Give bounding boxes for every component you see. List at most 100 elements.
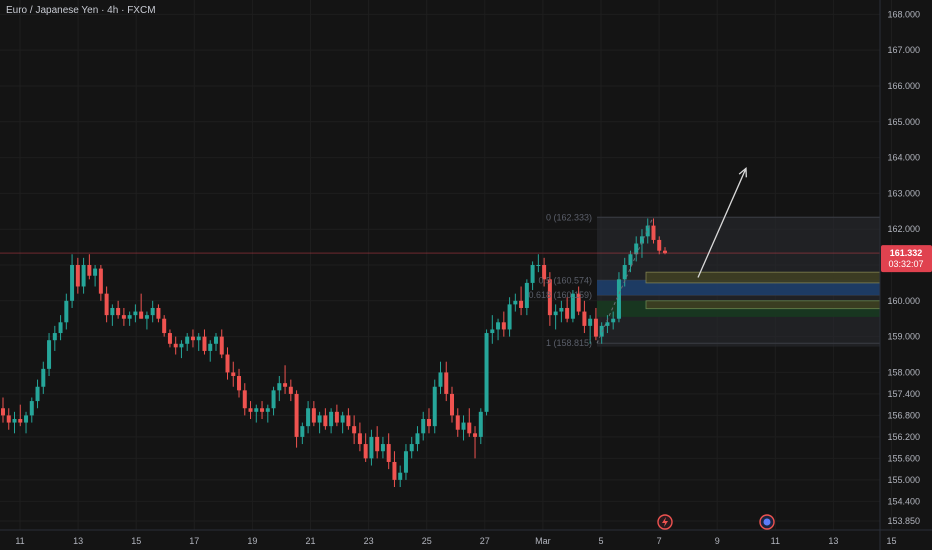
candle-body: [139, 311, 144, 319]
time-axis[interactable]: 111315171921232527Mar579111315171921: [0, 529, 932, 546]
candle-body: [403, 451, 408, 473]
candle-body: [29, 401, 34, 416]
time-tick-label: 7: [657, 536, 662, 546]
candle-body: [121, 315, 126, 319]
price-tick-label: 166.000: [887, 81, 920, 91]
candle-body: [1, 408, 5, 416]
time-tick-label: 11: [15, 536, 24, 546]
candle-body: [162, 318, 167, 334]
candle-body: [47, 340, 52, 369]
candle-body: [478, 411, 483, 437]
candle-body: [231, 372, 236, 377]
candle-body: [196, 336, 201, 341]
candle-body: [357, 433, 362, 445]
time-tick-label: Mar: [535, 536, 551, 546]
candle-body: [380, 444, 385, 452]
candle-body: [24, 415, 29, 423]
price-badge-bg: [881, 245, 932, 273]
candle-body: [484, 333, 489, 412]
candle-body: [18, 418, 23, 423]
candles: [1, 218, 667, 488]
time-tick-label: 19: [247, 536, 257, 546]
candle-body: [611, 318, 616, 323]
candle-body: [167, 333, 172, 344]
time-tick-label: 23: [364, 536, 374, 546]
economic-event-icon: [657, 514, 673, 530]
price-tick-label: 156.800: [887, 410, 920, 420]
candle-body: [444, 372, 449, 394]
order-block-lower: [645, 300, 881, 310]
candle-body: [81, 265, 86, 287]
time-tick-label: 11: [771, 536, 780, 546]
candle-body: [58, 322, 63, 334]
candle-body: [98, 268, 103, 294]
candle-body: [426, 418, 431, 427]
order-block-upper: [645, 271, 881, 284]
candle-body: [185, 336, 190, 344]
price-badge-countdown: 03:32:07: [888, 259, 923, 269]
price-tick-label: 157.400: [887, 389, 920, 399]
fib-trend-line: [596, 217, 654, 344]
candle-body: [317, 415, 322, 423]
candle-body: [634, 243, 639, 255]
candle-body: [392, 461, 397, 480]
candle-body: [283, 383, 288, 387]
candle-body: [513, 300, 518, 305]
candle-body: [542, 265, 547, 280]
time-tick-label: 13: [828, 536, 838, 546]
candle-body: [432, 386, 437, 427]
fib-level-label: 0 (162.333): [546, 212, 592, 222]
candle-body: [369, 436, 374, 459]
projection-arrow-head: [738, 166, 747, 178]
candle-body: [588, 318, 593, 326]
candle-body: [12, 418, 17, 423]
candle-body: [363, 444, 368, 459]
candle-body: [87, 265, 92, 276]
candle-body: [237, 376, 242, 391]
candle-body: [116, 307, 121, 316]
price-tick-label: 155.000: [887, 475, 920, 485]
candle-body: [616, 279, 621, 319]
candle-body: [547, 279, 552, 316]
candle-body: [501, 322, 506, 330]
candle-body: [593, 318, 598, 337]
candle-body: [277, 383, 282, 391]
candle-body: [179, 343, 184, 348]
fib-level-label: 1 (158.815): [546, 338, 592, 348]
candle-body: [144, 315, 149, 319]
dividend-event-icon: [759, 514, 775, 530]
time-tick-label: 17: [189, 536, 199, 546]
candle-body: [467, 422, 472, 434]
candle-body: [605, 322, 610, 326]
candle-body: [248, 408, 253, 412]
time-tick-label: 9: [715, 536, 720, 546]
candle-body: [35, 386, 40, 402]
candle-body: [599, 325, 604, 337]
time-tick-label: 5: [598, 536, 603, 546]
candle-body: [265, 408, 270, 412]
candle-body: [52, 333, 57, 341]
candle-body: [565, 307, 570, 319]
time-tick-label: 27: [480, 536, 490, 546]
price-tick-label: 165.000: [887, 117, 920, 127]
candle-body: [346, 415, 351, 427]
price-tick-label: 155.600: [887, 453, 920, 463]
price-tick-label: 164.000: [887, 153, 920, 163]
time-tick-label: 15: [886, 536, 896, 546]
candle-body: [208, 343, 213, 351]
candle-body: [133, 311, 138, 316]
candle-body: [64, 300, 69, 323]
price-tick-label: 162.000: [887, 224, 920, 234]
candle-body: [657, 239, 662, 251]
event-markers[interactable]: [657, 514, 775, 530]
candle-body: [570, 293, 575, 319]
candle-body: [415, 433, 420, 445]
candle-body: [213, 336, 218, 344]
candle-body: [409, 444, 414, 452]
candle-body: [294, 393, 299, 437]
lightning-icon: [662, 517, 668, 527]
bullish-zone-blue: [597, 280, 880, 296]
candle-body: [254, 408, 259, 412]
candle-body: [524, 282, 529, 308]
